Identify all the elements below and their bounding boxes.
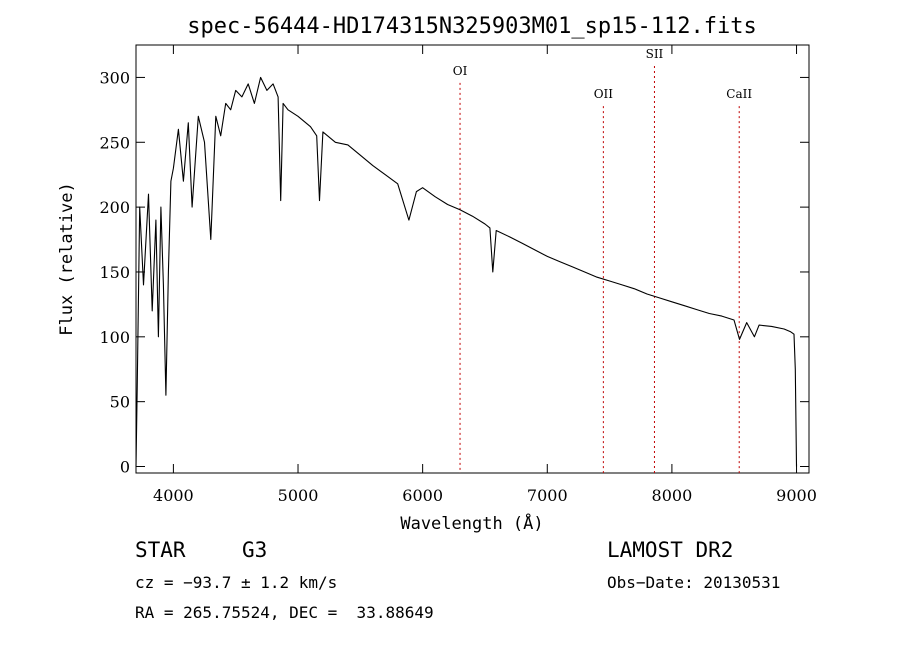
x-tick-label: 6000 [402, 486, 443, 505]
spectrum-line-0 [135, 76, 798, 467]
x-axis-label: Wavelength (Å) [400, 512, 543, 534]
x-tick-label: 8000 [652, 486, 693, 505]
observation-date: Obs−Date: 20130531 [607, 573, 781, 592]
line-label-oii: OII [594, 87, 614, 101]
y-axis-label: Flux (relative) [57, 182, 77, 336]
line-markers: OI OII SII CaII [453, 47, 752, 473]
object-subclass: G3 [242, 538, 268, 562]
y-tick-label: 0 [120, 458, 130, 477]
line-label-caii: CaII [726, 87, 752, 101]
chart-title: spec-56444-HD174315N325903M01_sp15-112.f… [187, 14, 757, 39]
x-tick-label: 9000 [776, 486, 817, 505]
y-axis-ticks: 0 50 100 150 200 250 300 [99, 68, 809, 477]
spectrum-series [135, 76, 798, 467]
coordinates: RA = 265.75524, DEC = 33.88649 [135, 603, 434, 622]
x-tick-label: 7000 [527, 486, 568, 505]
object-class: STAR [135, 538, 186, 562]
x-axis-ticks: 4000 5000 6000 7000 8000 9000 [153, 45, 817, 505]
plot-frame [135, 44, 810, 474]
y-tick-label: 300 [99, 68, 130, 87]
y-tick-label: 150 [99, 263, 130, 282]
y-tick-label: 100 [99, 328, 130, 347]
survey-label: LAMOST DR2 [607, 538, 734, 562]
y-tick-label: 250 [99, 133, 130, 152]
spectrum-chart: spec-56444-HD174315N325903M01_sp15-112.f… [57, 14, 817, 534]
y-tick-label: 200 [99, 198, 130, 217]
redshift-velocity: cz = −93.7 ± 1.2 km/s [135, 573, 338, 592]
line-label-oi: OI [453, 64, 468, 78]
x-tick-label: 4000 [153, 486, 194, 505]
y-tick-label: 50 [110, 393, 130, 412]
line-label-sii: SII [646, 47, 664, 61]
x-tick-label: 5000 [278, 486, 319, 505]
